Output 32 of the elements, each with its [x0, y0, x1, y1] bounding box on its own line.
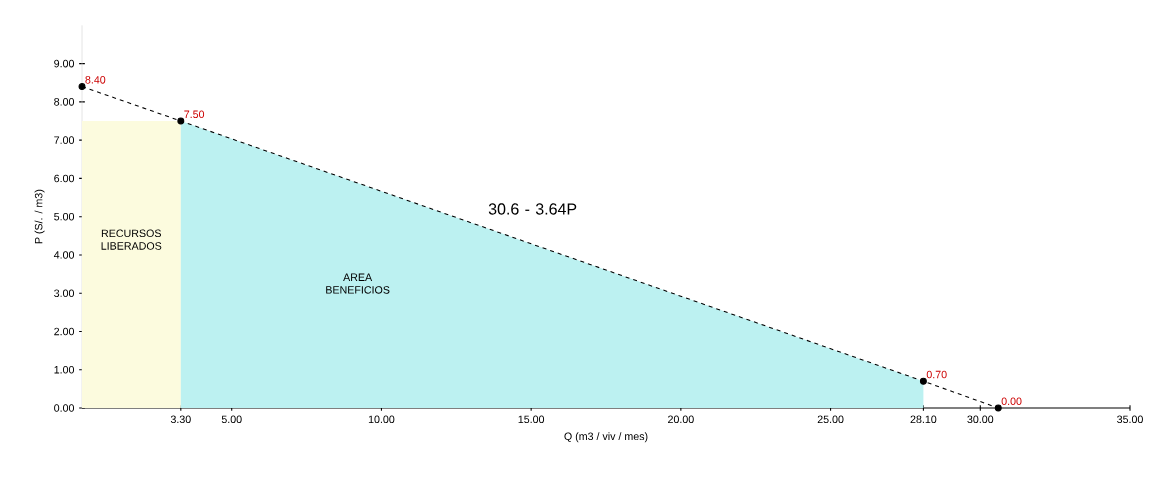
x-tick-label: 30.00 — [967, 415, 994, 424]
y-axis-title: P (S/. / m3) — [34, 189, 45, 244]
y-tick-label: 4.00 — [53, 251, 75, 259]
y-tick-label: 9.00 — [54, 59, 75, 68]
point — [78, 83, 86, 91]
x-tick-label: 35.00 — [1117, 415, 1143, 424]
y-tick-label: 8.00 — [54, 98, 75, 106]
x-tick-label: 15.00 — [518, 415, 545, 424]
data-label: 0.00 — [1001, 397, 1022, 406]
annotation: AREA BENEFICIOS — [326, 273, 390, 294]
y-tick-label: 3.00 — [54, 289, 75, 297]
data-label: 7.50 — [184, 110, 205, 119]
annotation: RECURSOS LIBERADOS — [101, 229, 162, 250]
y-tick-label: 1.00 — [54, 365, 75, 374]
y-tick-label: 6.00 — [54, 174, 75, 183]
x-tick-label: 20.00 — [668, 415, 694, 424]
x-tick-label: 25.00 — [817, 415, 844, 424]
y-tick-label: 7.00 — [54, 136, 75, 144]
x-tick-label: 28.10 — [910, 415, 937, 424]
x-axis-title: Q (m3 / viv / mes) — [564, 432, 648, 443]
x-tick-label: 10.00 — [368, 415, 395, 424]
x-tick-label: 5.00 — [221, 415, 242, 424]
data-label: 0.70 — [926, 370, 947, 379]
point — [994, 404, 1002, 412]
annotation: 30.6 - 3.64P — [488, 203, 577, 215]
point — [177, 117, 185, 125]
data-label: 8.40 — [85, 76, 106, 84]
point — [919, 377, 927, 385]
y-tick-label: 2.00 — [54, 327, 75, 336]
x-tick-label: 3.30 — [170, 415, 191, 424]
y-tick-label: 0.00 — [54, 404, 75, 412]
y-tick-label: 5.00 — [54, 212, 75, 221]
